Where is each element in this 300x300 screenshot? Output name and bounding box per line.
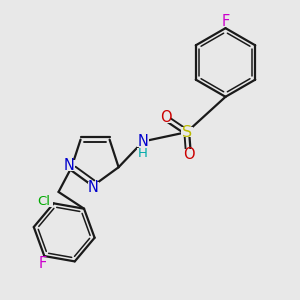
Bar — [137, 136, 149, 147]
Text: N: N — [63, 158, 74, 173]
Bar — [160, 112, 171, 123]
Text: S: S — [182, 125, 192, 140]
Bar — [63, 160, 75, 171]
Bar — [34, 196, 53, 207]
Text: H: H — [138, 147, 148, 160]
Text: O: O — [183, 147, 194, 162]
Text: N: N — [88, 180, 99, 195]
Text: O: O — [160, 110, 171, 125]
Bar — [137, 148, 149, 159]
Bar — [88, 182, 99, 192]
Text: Cl: Cl — [37, 195, 50, 208]
Text: F: F — [221, 14, 230, 29]
Bar — [37, 258, 49, 269]
Bar — [183, 149, 194, 160]
Text: N: N — [138, 134, 148, 149]
Text: F: F — [38, 256, 47, 271]
Bar — [220, 17, 231, 27]
Bar — [181, 127, 193, 137]
